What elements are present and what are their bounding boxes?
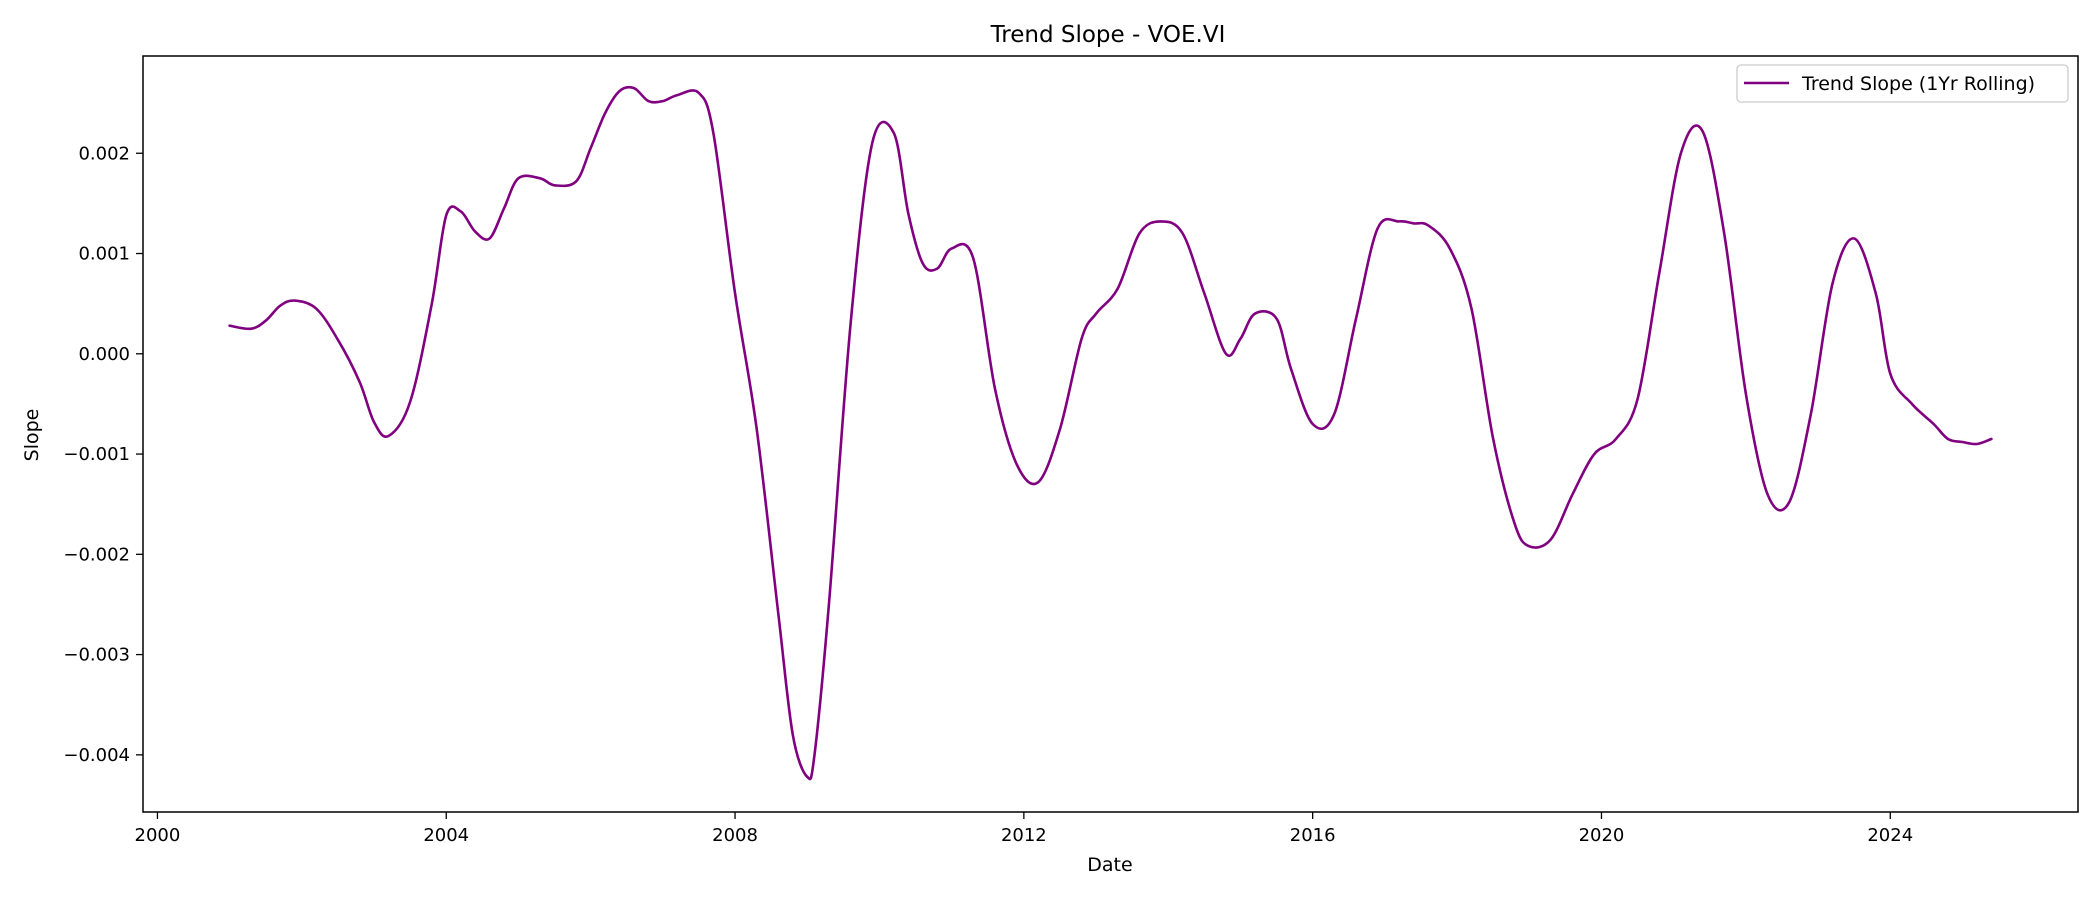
y-axis: 0.002 0.001 0.000 −0.001 −0.002 −0.003 −0.004 [63, 143, 143, 766]
x-tick-label: 2012 [1001, 825, 1047, 846]
y-tick-label: 0.002 [78, 143, 130, 164]
chart-title: Trend Slope - VOE.VI [990, 22, 1226, 48]
y-tick-label: −0.003 [63, 645, 130, 666]
y-tick-label: −0.002 [63, 544, 130, 565]
legend: Trend Slope (1Yr Rolling) [1736, 64, 2069, 103]
x-tick-label: 2008 [712, 825, 758, 846]
x-axis: 2000 2004 2008 2012 2016 2020 2024 [135, 812, 1913, 846]
x-tick-label: 2000 [135, 825, 181, 846]
x-tick-label: 2020 [1579, 825, 1625, 846]
legend-label: Trend Slope (1Yr Rolling) [1801, 73, 2035, 95]
x-tick-label: 2024 [1867, 825, 1913, 846]
y-tick-label: −0.001 [63, 444, 130, 465]
y-tick-label: −0.004 [63, 745, 130, 766]
x-tick-label: 2004 [423, 825, 469, 846]
series-line [228, 85, 1993, 781]
x-tick-label: 2016 [1290, 825, 1336, 846]
y-axis-label: Slope [21, 409, 43, 462]
series-layer [228, 85, 1993, 781]
y-tick-label: 0.001 [78, 244, 130, 265]
x-axis-label: Date [1087, 854, 1132, 876]
plot-area [142, 55, 2079, 813]
legend-box [1736, 64, 2069, 103]
y-tick-label: 0.000 [78, 344, 130, 365]
